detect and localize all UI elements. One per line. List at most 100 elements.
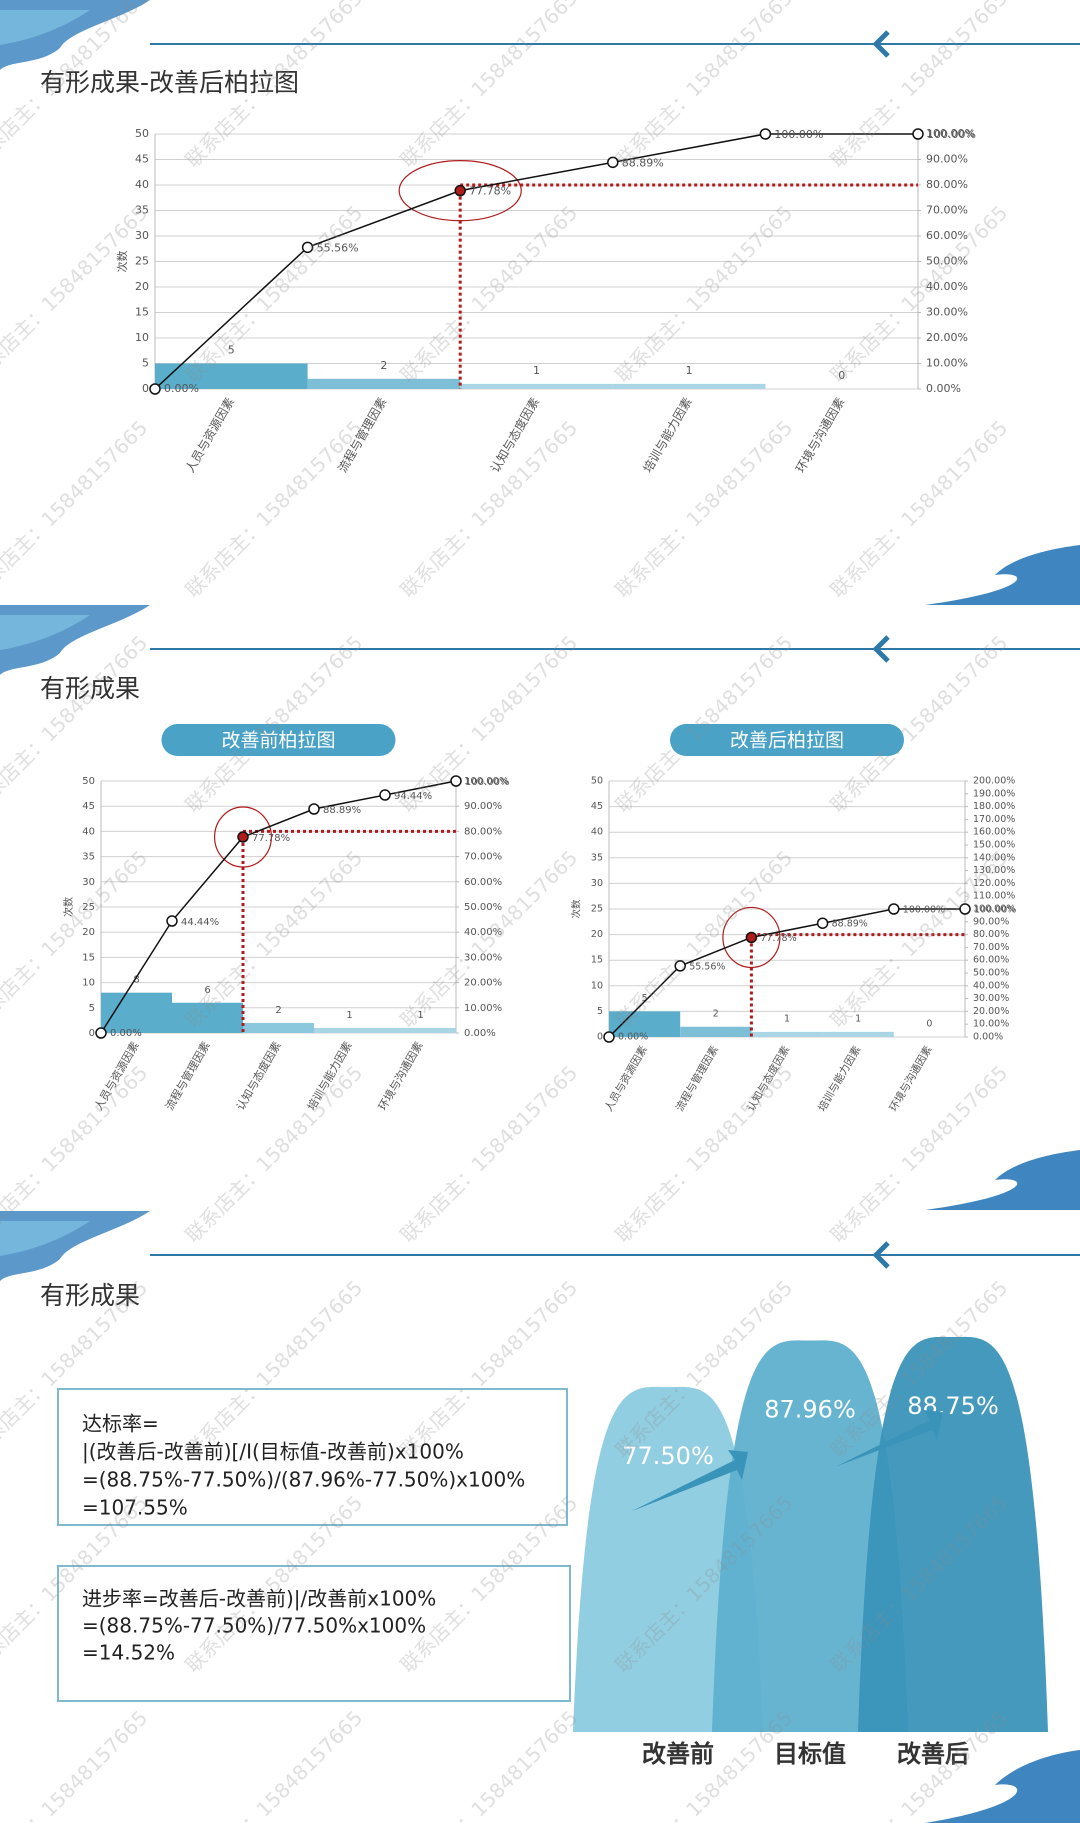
y2-tick-label: 80.00% — [973, 929, 1009, 940]
cumulative-point — [888, 903, 900, 915]
x-tick-label: 流程与管理因素 — [673, 1044, 721, 1114]
x-tick-label: 环境与沟通因素 — [792, 395, 847, 475]
cumulative-label: 88.89% — [622, 156, 664, 169]
y2-tick-label: 100.00% — [464, 776, 509, 787]
y2-tick-label: 90.00% — [464, 801, 502, 812]
chart-title: 改善后柏拉图 — [730, 730, 844, 752]
y2-tick-label: 70.00% — [926, 204, 968, 217]
y-tick-label: 30 — [591, 878, 603, 889]
bar-label: 1 — [533, 364, 540, 377]
y2-tick-label: 20.00% — [973, 1006, 1009, 1017]
cumulative-label: 88.89% — [323, 805, 361, 816]
cumulative-label: 55.56% — [317, 241, 359, 254]
wave-decoration — [925, 545, 1080, 605]
bar — [385, 1027, 456, 1033]
y-tick-label: 45 — [591, 801, 603, 812]
x-tick-label: 培训与能力因素 — [640, 395, 695, 475]
formula-line: =107.55% — [82, 1496, 188, 1520]
y-tick-label: 30 — [82, 877, 95, 888]
y-tick-label: 45 — [82, 801, 95, 812]
cumulative-label: 0.00% — [110, 1028, 142, 1039]
cumulative-line — [154, 133, 918, 390]
y2-tick-label: 130.00% — [973, 865, 1015, 876]
watermark: 联系店主：15848157665 — [826, 0, 1013, 172]
y2-tick-label: 20.00% — [926, 331, 968, 344]
mountain-value-label: 88.75% — [907, 1392, 999, 1420]
mountain — [712, 1340, 908, 1732]
formula-line: 达标率= — [82, 1412, 159, 1436]
wave-decoration — [0, 10, 90, 45]
y-tick-label: 15 — [82, 952, 95, 963]
bar-label: 2 — [380, 359, 387, 372]
watermark: 联系店主：15848157665 — [181, 201, 368, 388]
y-tick-label: 50 — [82, 776, 95, 787]
y2-tick-label: 30.00% — [464, 952, 502, 963]
x-tick-label: 认知与态度因素 — [233, 1039, 284, 1113]
y-tick-label: 50 — [135, 127, 149, 140]
bar-label: 1 — [855, 1013, 861, 1024]
y2-tick-label: 50.00% — [464, 902, 502, 913]
y2-tick-label: 60.00% — [464, 877, 502, 888]
cumulative-point — [959, 903, 971, 915]
bar-label: 0 — [838, 369, 845, 382]
watermark: 联系店主：15848157665 — [396, 0, 583, 172]
y-axis-label: 次数 — [62, 897, 75, 917]
mountain-category-label: 目标值 — [774, 1740, 846, 1768]
watermark: 联系店主：15848157665 — [181, 846, 368, 1033]
cumulative-label: 77.78% — [760, 933, 796, 944]
y2-tick-label: 180.00% — [973, 801, 1015, 812]
cumulative-point — [450, 775, 462, 787]
bar-label: 1 — [417, 1010, 423, 1021]
bar — [314, 1027, 385, 1033]
y2-tick-label: 40.00% — [464, 927, 502, 938]
y2-tick-label: 0.00% — [926, 382, 961, 395]
y2-tick-label: 40.00% — [973, 980, 1009, 991]
y2-tick-label: 10.00% — [926, 357, 968, 370]
highlight-ellipse — [214, 806, 273, 868]
x-tick-label: 培训与能力因素 — [815, 1044, 863, 1114]
cumulative-label: 100.00% — [465, 777, 510, 788]
arrow-decoration — [632, 1450, 748, 1511]
y-tick-label: 35 — [82, 852, 95, 863]
cumulative-point — [607, 156, 619, 169]
cumulative-label: 100.00% — [927, 128, 976, 141]
bar-label: 1 — [346, 1010, 352, 1021]
y-tick-label: 5 — [142, 357, 149, 370]
x-tick-label: 流程与管理因素 — [162, 1039, 213, 1113]
y2-tick-label: 40.00% — [926, 280, 968, 293]
bar-label: 6 — [204, 985, 210, 996]
watermark: 联系店主：15848157665 — [396, 201, 583, 388]
watermark: 联系店主：15848157665 — [826, 1061, 1013, 1248]
cumulative-point — [759, 128, 772, 140]
cumulative-point — [149, 383, 161, 395]
y2-tick-label: 10.00% — [973, 1019, 1009, 1030]
wave-decoration — [925, 1150, 1080, 1210]
wave-decoration — [0, 615, 90, 650]
cumulative-label: 55.56% — [689, 961, 725, 972]
watermark: 联系店主：15848157665 — [0, 416, 152, 603]
y2-tick-label: 20.00% — [464, 978, 502, 989]
slide-title: 有形成果-改善后柏拉图 — [40, 68, 299, 97]
watermark: 联系店主：15848157665 — [396, 416, 583, 603]
y2-tick-label: 60.00% — [973, 955, 1009, 966]
y2-tick-label: 80.00% — [464, 826, 502, 837]
cumulative-point — [95, 1027, 107, 1039]
bar — [243, 1022, 314, 1033]
formula-line: =14.52% — [82, 1641, 175, 1665]
highlight-point — [237, 831, 249, 843]
y2-tick-label: 90.00% — [973, 916, 1009, 927]
formula-box — [57, 1388, 568, 1526]
bar — [172, 1002, 243, 1033]
y2-tick-label: 0.00% — [464, 1028, 496, 1039]
y-tick-label: 15 — [135, 306, 149, 319]
y2-tick-label: 90.00% — [926, 153, 968, 166]
y-tick-label: 40 — [591, 827, 603, 838]
y2-tick-label: 30.00% — [926, 306, 968, 319]
y2-tick-label: 140.00% — [973, 852, 1015, 863]
watermark: 联系店主：15848157665 — [611, 631, 798, 818]
cumulative-label: 77.78% — [469, 185, 511, 198]
bar — [101, 992, 172, 1033]
watermark: 联系店主：15848157665 — [611, 1061, 798, 1248]
y2-tick-label: 120.00% — [973, 878, 1015, 889]
